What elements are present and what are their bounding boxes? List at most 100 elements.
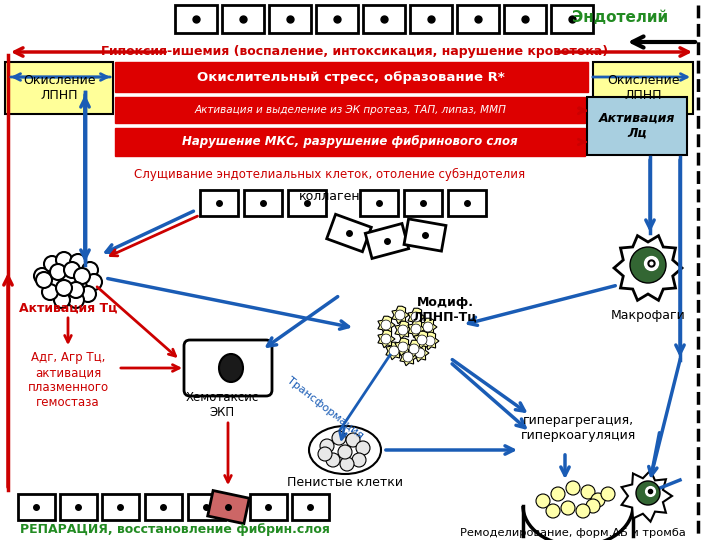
Polygon shape bbox=[411, 312, 421, 322]
Circle shape bbox=[42, 284, 58, 300]
Bar bbox=[188, 494, 225, 520]
Polygon shape bbox=[392, 306, 409, 324]
Bar bbox=[457, 5, 499, 33]
Circle shape bbox=[346, 433, 360, 447]
Bar bbox=[365, 224, 409, 259]
Text: Окислительный стресс, образование R*: Окислительный стресс, образование R* bbox=[197, 71, 505, 84]
Text: Нарушение МКС, разрушение фибринового слоя: Нарушение МКС, разрушение фибринового сл… bbox=[182, 136, 518, 148]
Text: гиперагрегация,
гиперкоагуляция: гиперагрегация, гиперкоагуляция bbox=[521, 414, 636, 442]
Polygon shape bbox=[395, 338, 412, 356]
Polygon shape bbox=[408, 320, 425, 338]
Circle shape bbox=[591, 493, 605, 507]
Text: Ремоделирование, форм.АБ и тромба: Ремоделирование, форм.АБ и тромба bbox=[460, 528, 686, 538]
Polygon shape bbox=[395, 321, 412, 339]
Polygon shape bbox=[614, 235, 682, 300]
Polygon shape bbox=[381, 320, 391, 330]
Circle shape bbox=[36, 272, 52, 288]
Text: РЕПАРАЦИЯ, восстановление фибрин.слоя: РЕПАРАЦИЯ, восстановление фибрин.слоя bbox=[20, 523, 330, 537]
Circle shape bbox=[50, 264, 66, 280]
Polygon shape bbox=[621, 470, 672, 522]
Circle shape bbox=[326, 453, 340, 467]
Text: Активация Тц: Активация Тц bbox=[19, 301, 117, 314]
Bar bbox=[18, 494, 55, 520]
Polygon shape bbox=[417, 335, 427, 345]
Bar bbox=[316, 5, 358, 33]
Bar bbox=[593, 62, 693, 114]
Polygon shape bbox=[408, 308, 425, 326]
Polygon shape bbox=[378, 316, 395, 334]
Polygon shape bbox=[425, 336, 435, 346]
Polygon shape bbox=[386, 342, 403, 360]
Bar bbox=[244, 190, 282, 216]
Bar bbox=[327, 214, 372, 252]
Bar bbox=[551, 5, 593, 33]
Bar bbox=[175, 5, 217, 33]
Circle shape bbox=[352, 453, 366, 467]
Polygon shape bbox=[411, 324, 421, 334]
Polygon shape bbox=[389, 346, 399, 356]
Text: Модиф.
ЛПНП-Тц: Модиф. ЛПНП-Тц bbox=[413, 296, 477, 324]
Bar bbox=[250, 494, 287, 520]
Text: Активация
Лц: Активация Лц bbox=[599, 112, 675, 140]
Text: Адг, Агр Тц,
активация
плазменного
гемостаза: Адг, Агр Тц, активация плазменного гемос… bbox=[27, 351, 109, 409]
Polygon shape bbox=[398, 342, 408, 352]
Bar bbox=[360, 190, 398, 216]
Polygon shape bbox=[406, 340, 423, 358]
Bar bbox=[363, 5, 405, 33]
Bar bbox=[410, 5, 452, 33]
Circle shape bbox=[340, 457, 354, 471]
Bar bbox=[404, 219, 446, 251]
Polygon shape bbox=[423, 322, 433, 332]
Ellipse shape bbox=[309, 426, 381, 474]
Circle shape bbox=[70, 254, 86, 270]
Circle shape bbox=[338, 445, 352, 459]
Bar bbox=[115, 97, 585, 123]
Circle shape bbox=[320, 439, 334, 453]
Bar bbox=[115, 128, 585, 156]
Bar bbox=[60, 494, 97, 520]
Circle shape bbox=[636, 481, 660, 505]
Circle shape bbox=[64, 262, 80, 278]
Circle shape bbox=[56, 280, 72, 296]
Bar bbox=[145, 494, 182, 520]
Text: Окисление
ЛПНП: Окисление ЛПНП bbox=[23, 74, 95, 102]
Bar bbox=[404, 190, 442, 216]
Text: Окисление
ЛПНП: Окисление ЛПНП bbox=[607, 74, 679, 102]
Circle shape bbox=[356, 441, 370, 455]
Bar bbox=[288, 190, 326, 216]
Circle shape bbox=[54, 292, 70, 308]
Text: Активация и выделение из ЭК протеаз, ТАП, липаз, ММП: Активация и выделение из ЭК протеаз, ТАП… bbox=[194, 105, 506, 115]
Circle shape bbox=[68, 282, 84, 298]
Bar bbox=[269, 5, 311, 33]
Polygon shape bbox=[398, 325, 408, 335]
Text: Гипоксия-ишемия (воспаление, интоксикация, нарушение кровотока): Гипоксия-ишемия (воспаление, интоксикаци… bbox=[102, 45, 608, 58]
Text: Эндотелий: Эндотелий bbox=[572, 10, 668, 25]
Circle shape bbox=[566, 481, 580, 495]
Polygon shape bbox=[403, 352, 413, 362]
Bar bbox=[5, 62, 113, 114]
Circle shape bbox=[56, 252, 72, 268]
Polygon shape bbox=[414, 331, 431, 349]
Circle shape bbox=[44, 256, 60, 272]
Text: коллаген: коллаген bbox=[300, 190, 361, 202]
Bar bbox=[292, 494, 329, 520]
Polygon shape bbox=[395, 310, 405, 320]
Text: Пенистые клетки: Пенистые клетки bbox=[287, 476, 403, 489]
Circle shape bbox=[86, 274, 102, 290]
Polygon shape bbox=[420, 318, 437, 336]
Bar bbox=[222, 5, 264, 33]
Circle shape bbox=[581, 485, 595, 499]
Circle shape bbox=[586, 499, 600, 513]
Bar bbox=[200, 190, 238, 216]
Text: Макрофаги: Макрофаги bbox=[611, 308, 685, 321]
Circle shape bbox=[34, 268, 50, 284]
Polygon shape bbox=[378, 330, 395, 348]
Polygon shape bbox=[415, 348, 425, 358]
Circle shape bbox=[546, 504, 560, 518]
Polygon shape bbox=[400, 348, 417, 366]
Circle shape bbox=[551, 487, 565, 501]
Circle shape bbox=[630, 247, 666, 283]
Bar bbox=[115, 62, 588, 92]
Circle shape bbox=[68, 292, 84, 308]
FancyBboxPatch shape bbox=[184, 340, 272, 396]
